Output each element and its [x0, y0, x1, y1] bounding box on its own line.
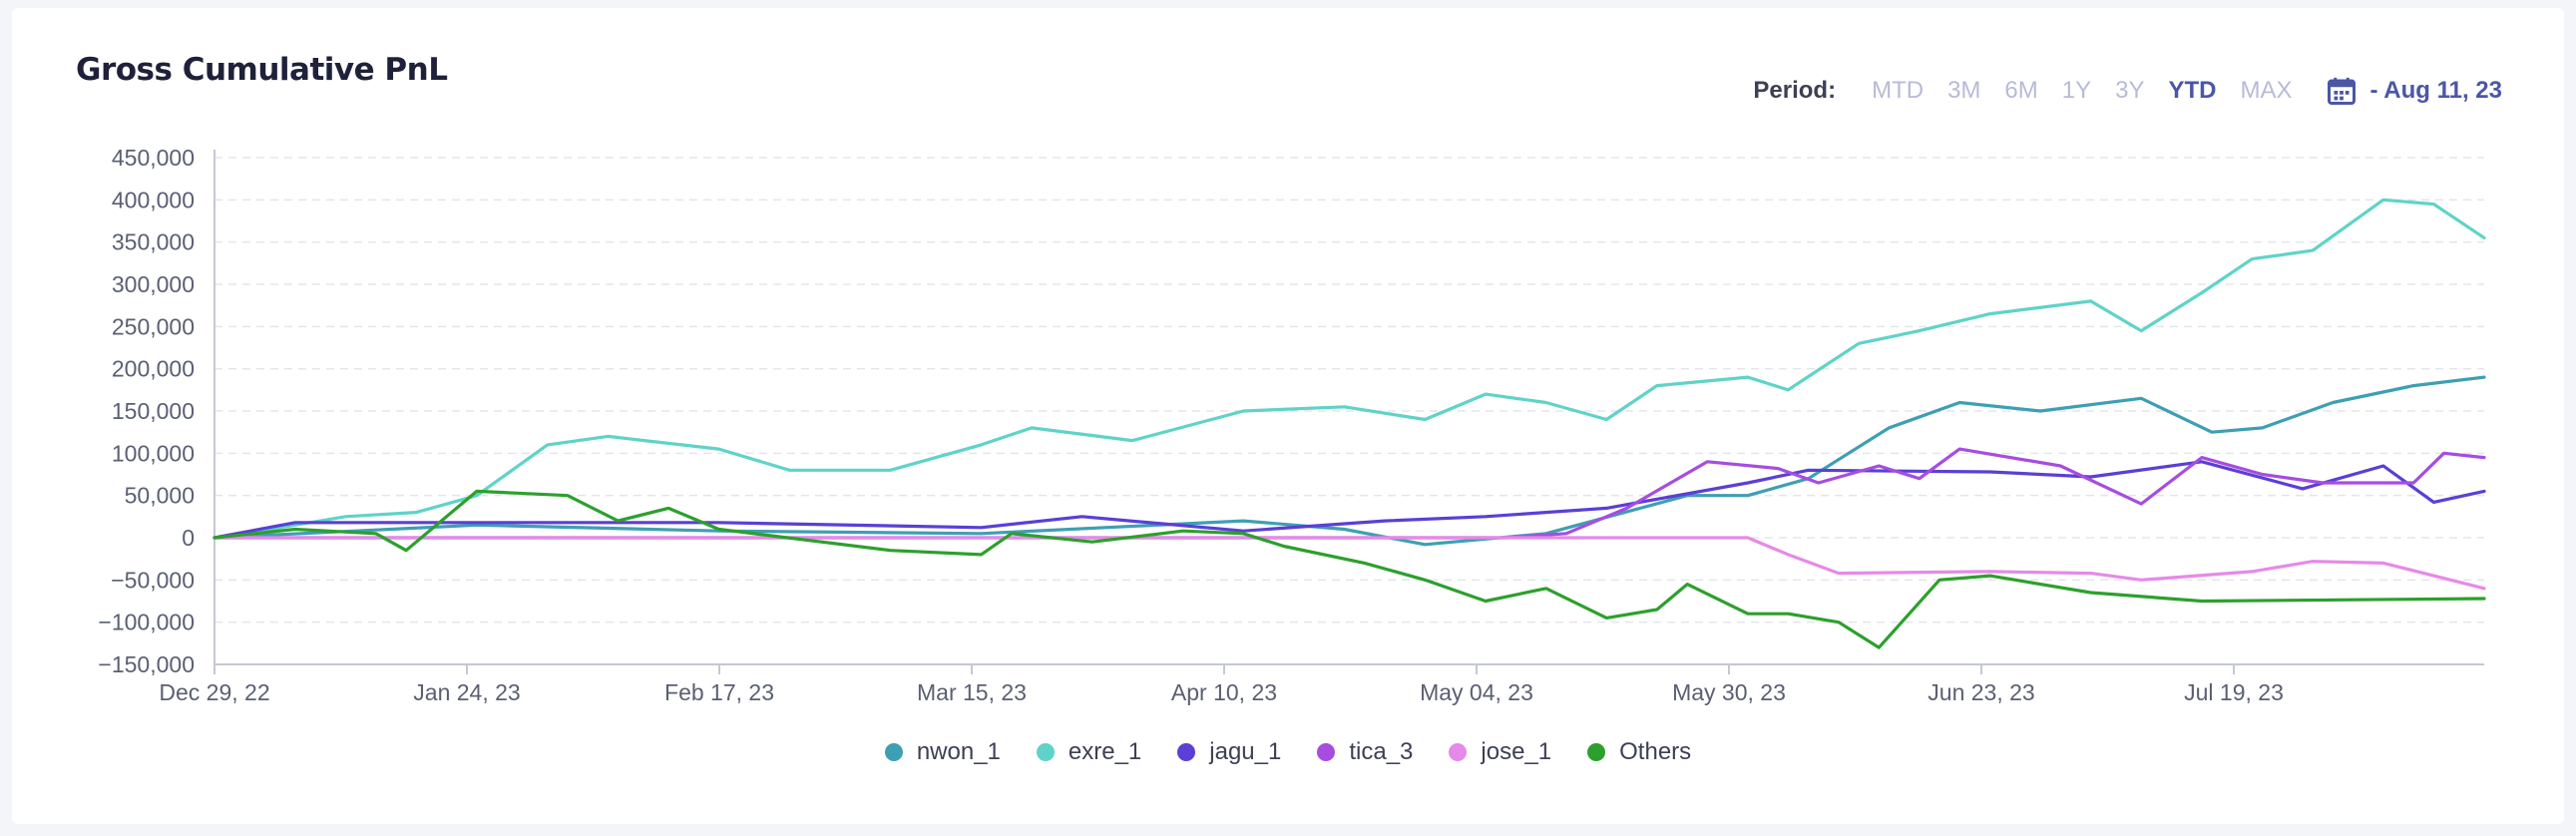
- x-tick-label: Jul 19, 23: [2184, 679, 2284, 705]
- series-line-exre-1[interactable]: [213, 198, 2486, 540]
- legend-label: Others: [1619, 738, 1692, 765]
- x-tick-label: Feb 17, 23: [664, 679, 774, 705]
- period-option-mtd[interactable]: MTD: [1872, 77, 1925, 104]
- legend-marker: [1177, 743, 1196, 761]
- period-selector: Period: MTD 3M 6M 1Y 3Y YTD MAX - Aug 11…: [1753, 76, 2502, 106]
- legend-item-tica-3[interactable]: tica_3: [1317, 738, 1413, 766]
- series-line-others[interactable]: [213, 489, 2486, 649]
- y-tick-label: −100,000: [98, 610, 195, 635]
- legend-label: jagu_1: [1209, 738, 1282, 765]
- legend-marker: [1317, 743, 1336, 761]
- period-label: Period:: [1753, 77, 1837, 104]
- x-tick-label: Jun 23, 23: [1928, 679, 2034, 705]
- y-tick-label: 50,000: [125, 483, 195, 509]
- y-tick-label: 200,000: [112, 356, 195, 382]
- y-tick-label: 250,000: [112, 313, 195, 339]
- y-tick-label: 350,000: [112, 229, 195, 255]
- y-tick-label: 100,000: [112, 440, 195, 466]
- series-line-jagu-1[interactable]: [213, 460, 2486, 540]
- legend-label: tica_3: [1349, 738, 1414, 765]
- chart-card: [12, 8, 2564, 824]
- y-tick-label: 450,000: [112, 145, 195, 171]
- legend-item-exre-1[interactable]: exre_1: [1036, 738, 1142, 766]
- series-line-jose-1[interactable]: [213, 536, 2486, 591]
- period-option-ytd[interactable]: YTD: [2168, 77, 2217, 104]
- period-date-label[interactable]: - Aug 11, 23: [2369, 77, 2503, 104]
- x-tick-label: Jan 24, 23: [413, 679, 520, 705]
- legend-item-others[interactable]: Others: [1587, 738, 1691, 766]
- x-tick-label: Dec 29, 22: [159, 679, 269, 705]
- x-tick-label: May 30, 23: [1672, 679, 1786, 705]
- legend-label: exre_1: [1068, 738, 1142, 765]
- period-option-max[interactable]: MAX: [2240, 77, 2293, 104]
- legend-label: jose_1: [1481, 738, 1552, 765]
- legend-item-jagu-1[interactable]: jagu_1: [1177, 738, 1281, 766]
- legend-marker: [1449, 743, 1468, 761]
- period-option-6m[interactable]: 6M: [2004, 77, 2038, 104]
- legend-marker: [1036, 743, 1055, 761]
- period-option-3y[interactable]: 3Y: [2115, 77, 2145, 104]
- legend-item-nwon-1[interactable]: nwon_1: [884, 738, 1001, 766]
- y-tick-label: −50,000: [111, 567, 195, 593]
- x-tick-label: Apr 10, 23: [1171, 679, 1277, 705]
- period-option-3m[interactable]: 3M: [1947, 77, 1981, 104]
- chart-title: Gross Cumulative PnL: [76, 52, 448, 88]
- calendar-icon[interactable]: [2327, 76, 2357, 106]
- series-line-tica-3[interactable]: [213, 447, 2486, 540]
- series-line-nwon-1[interactable]: [213, 375, 2486, 547]
- period-option-1y[interactable]: 1Y: [2061, 77, 2092, 104]
- y-tick-label: 150,000: [112, 398, 195, 424]
- legend-marker: [1587, 743, 1606, 761]
- y-tick-label: 300,000: [112, 271, 195, 297]
- y-tick-label: −150,000: [98, 651, 195, 677]
- y-tick-label: 400,000: [112, 187, 195, 212]
- legend-marker: [884, 743, 903, 761]
- legend-item-jose-1[interactable]: jose_1: [1449, 738, 1551, 766]
- x-tick-label: May 04, 23: [1420, 679, 1533, 705]
- y-tick-label: 0: [182, 525, 195, 551]
- legend-label: nwon_1: [916, 738, 1001, 765]
- chart-legend: nwon_1 exre_1 jagu_1 tica_3 jose_1 Others: [0, 738, 2576, 766]
- x-tick-label: Mar 15, 23: [917, 679, 1027, 705]
